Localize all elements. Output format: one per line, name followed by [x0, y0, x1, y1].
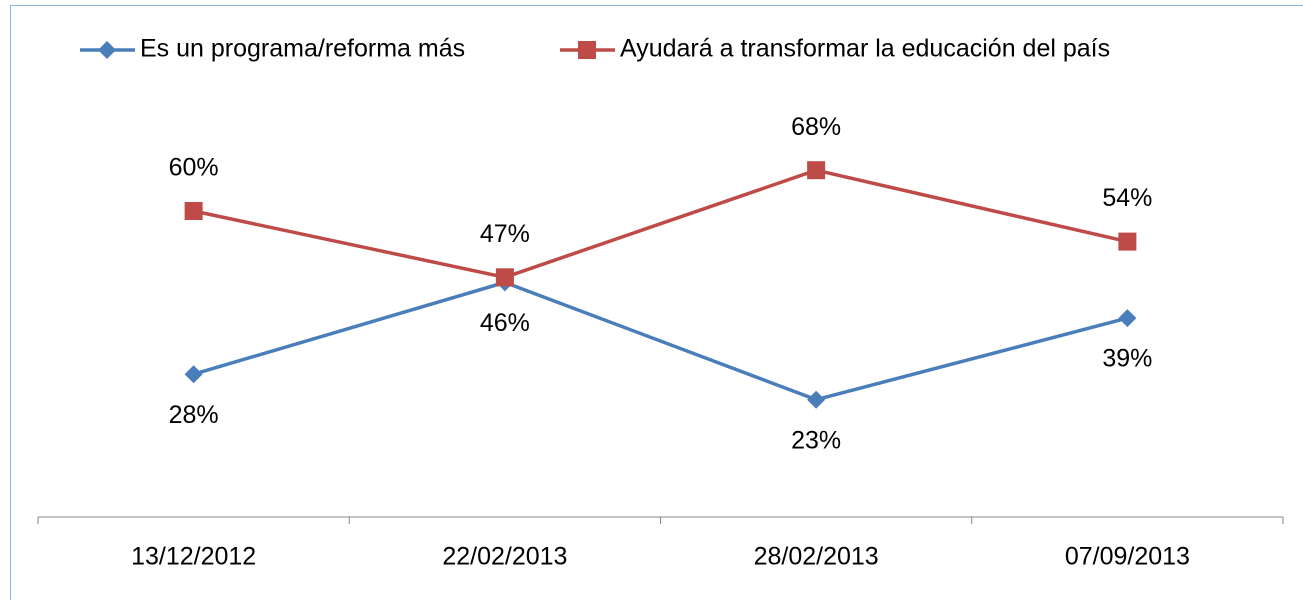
legend-label: Ayudará a transformar la educación del p… [620, 35, 1110, 63]
data-label: 39% [1102, 345, 1152, 373]
x-tick-label: 22/02/2013 [442, 543, 567, 571]
marker [807, 161, 826, 180]
legend-label: Es un programa/reforma más [140, 35, 465, 63]
series-line [193, 280, 1128, 402]
data-label: 68% [791, 113, 841, 141]
data-label: 28% [169, 401, 219, 429]
series-line [193, 168, 1128, 280]
x-tick-label: 13/12/2012 [131, 543, 256, 571]
marker [184, 365, 203, 384]
data-label: 23% [791, 426, 841, 454]
marker [1118, 232, 1137, 251]
chart-frame [10, 5, 1303, 600]
marker [98, 41, 116, 59]
marker [184, 202, 203, 220]
marker [578, 41, 596, 59]
data-label: 47% [480, 220, 530, 248]
x-tick-label: 07/09/2013 [1065, 543, 1190, 571]
marker [807, 390, 826, 409]
data-label: 46% [480, 309, 530, 337]
data-label: 60% [169, 154, 219, 182]
marker [495, 268, 514, 287]
marker [1118, 309, 1137, 328]
x-tick-label: 28/02/2013 [754, 543, 879, 571]
data-label: 54% [1102, 184, 1152, 212]
